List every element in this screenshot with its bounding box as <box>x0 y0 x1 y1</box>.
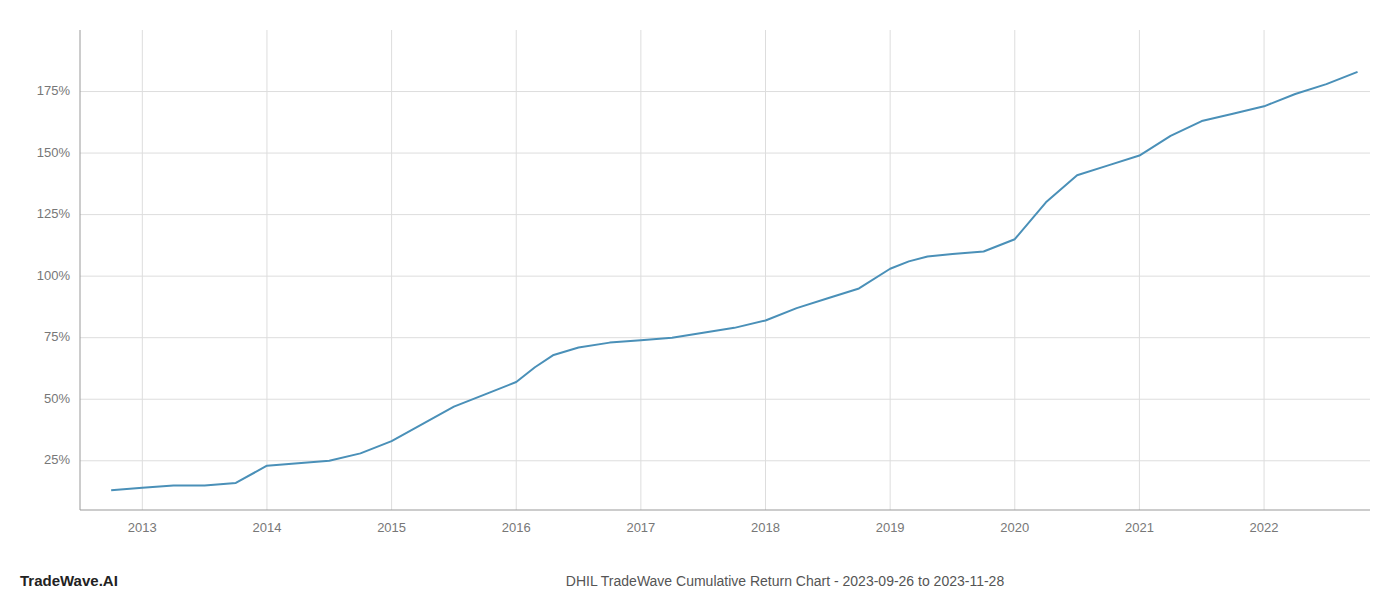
chart: 25% 50% 75% 100% 125% 150% 175% 2013 2014 2015 201… <box>0 0 1400 600</box>
y-tick-label: 175% <box>37 83 71 98</box>
grid <box>80 30 1370 510</box>
x-tick-label: 2014 <box>252 520 281 535</box>
x-grid-line <box>1139 30 1140 510</box>
y-grid-line <box>80 399 1370 400</box>
x-tick-label: 2018 <box>751 520 780 535</box>
y-tick-label: 125% <box>37 206 71 221</box>
y-axis-line <box>80 30 81 510</box>
x-tick-label: 2013 <box>128 520 157 535</box>
x-grid-line <box>516 30 517 510</box>
x-grid-line <box>1014 30 1015 510</box>
x-grid-line <box>391 30 392 510</box>
background <box>0 0 1400 600</box>
plot-area <box>111 72 1357 490</box>
x-grid-line <box>142 30 143 510</box>
x-grid-line <box>1264 30 1265 510</box>
y-tick-label: 50% <box>44 391 70 406</box>
x-tick-label: 2020 <box>1000 520 1029 535</box>
x-grid-line <box>765 30 766 510</box>
x-tick-label: 2017 <box>626 520 655 535</box>
x-grid-line <box>640 30 641 510</box>
y-grid-line <box>80 214 1370 215</box>
title: DHIL TradeWave Cumulative Return Chart -… <box>566 573 1005 589</box>
x-tick-label: 2021 <box>1125 520 1154 535</box>
return-line <box>111 72 1357 490</box>
y-tick-label: 75% <box>44 329 70 344</box>
x-tick-label: 2016 <box>502 520 531 535</box>
x-axis-line <box>80 510 1370 511</box>
y-grid-line <box>80 91 1370 92</box>
y-grid-line <box>80 276 1370 277</box>
axes: 25% 50% 75% 100% 125% 150% 175% 2013 2014 2015 201… <box>37 30 1370 535</box>
x-tick-label: 2019 <box>876 520 905 535</box>
y-tick-label: 25% <box>44 452 70 467</box>
y-tick-label: 150% <box>37 145 71 160</box>
y-grid-line <box>80 460 1370 461</box>
y-tick-label: 100% <box>37 268 71 283</box>
chart-container: 25% 50% 75% 100% 125% 150% 175% 2013 2014 2015 201… <box>0 0 1400 600</box>
x-tick-label: 2015 <box>377 520 406 535</box>
y-grid-line <box>80 153 1370 154</box>
watermark: TradeWave.AI <box>20 572 118 589</box>
y-grid-line <box>80 337 1370 338</box>
x-grid-line <box>266 30 267 510</box>
x-tick-label: 2022 <box>1250 520 1279 535</box>
